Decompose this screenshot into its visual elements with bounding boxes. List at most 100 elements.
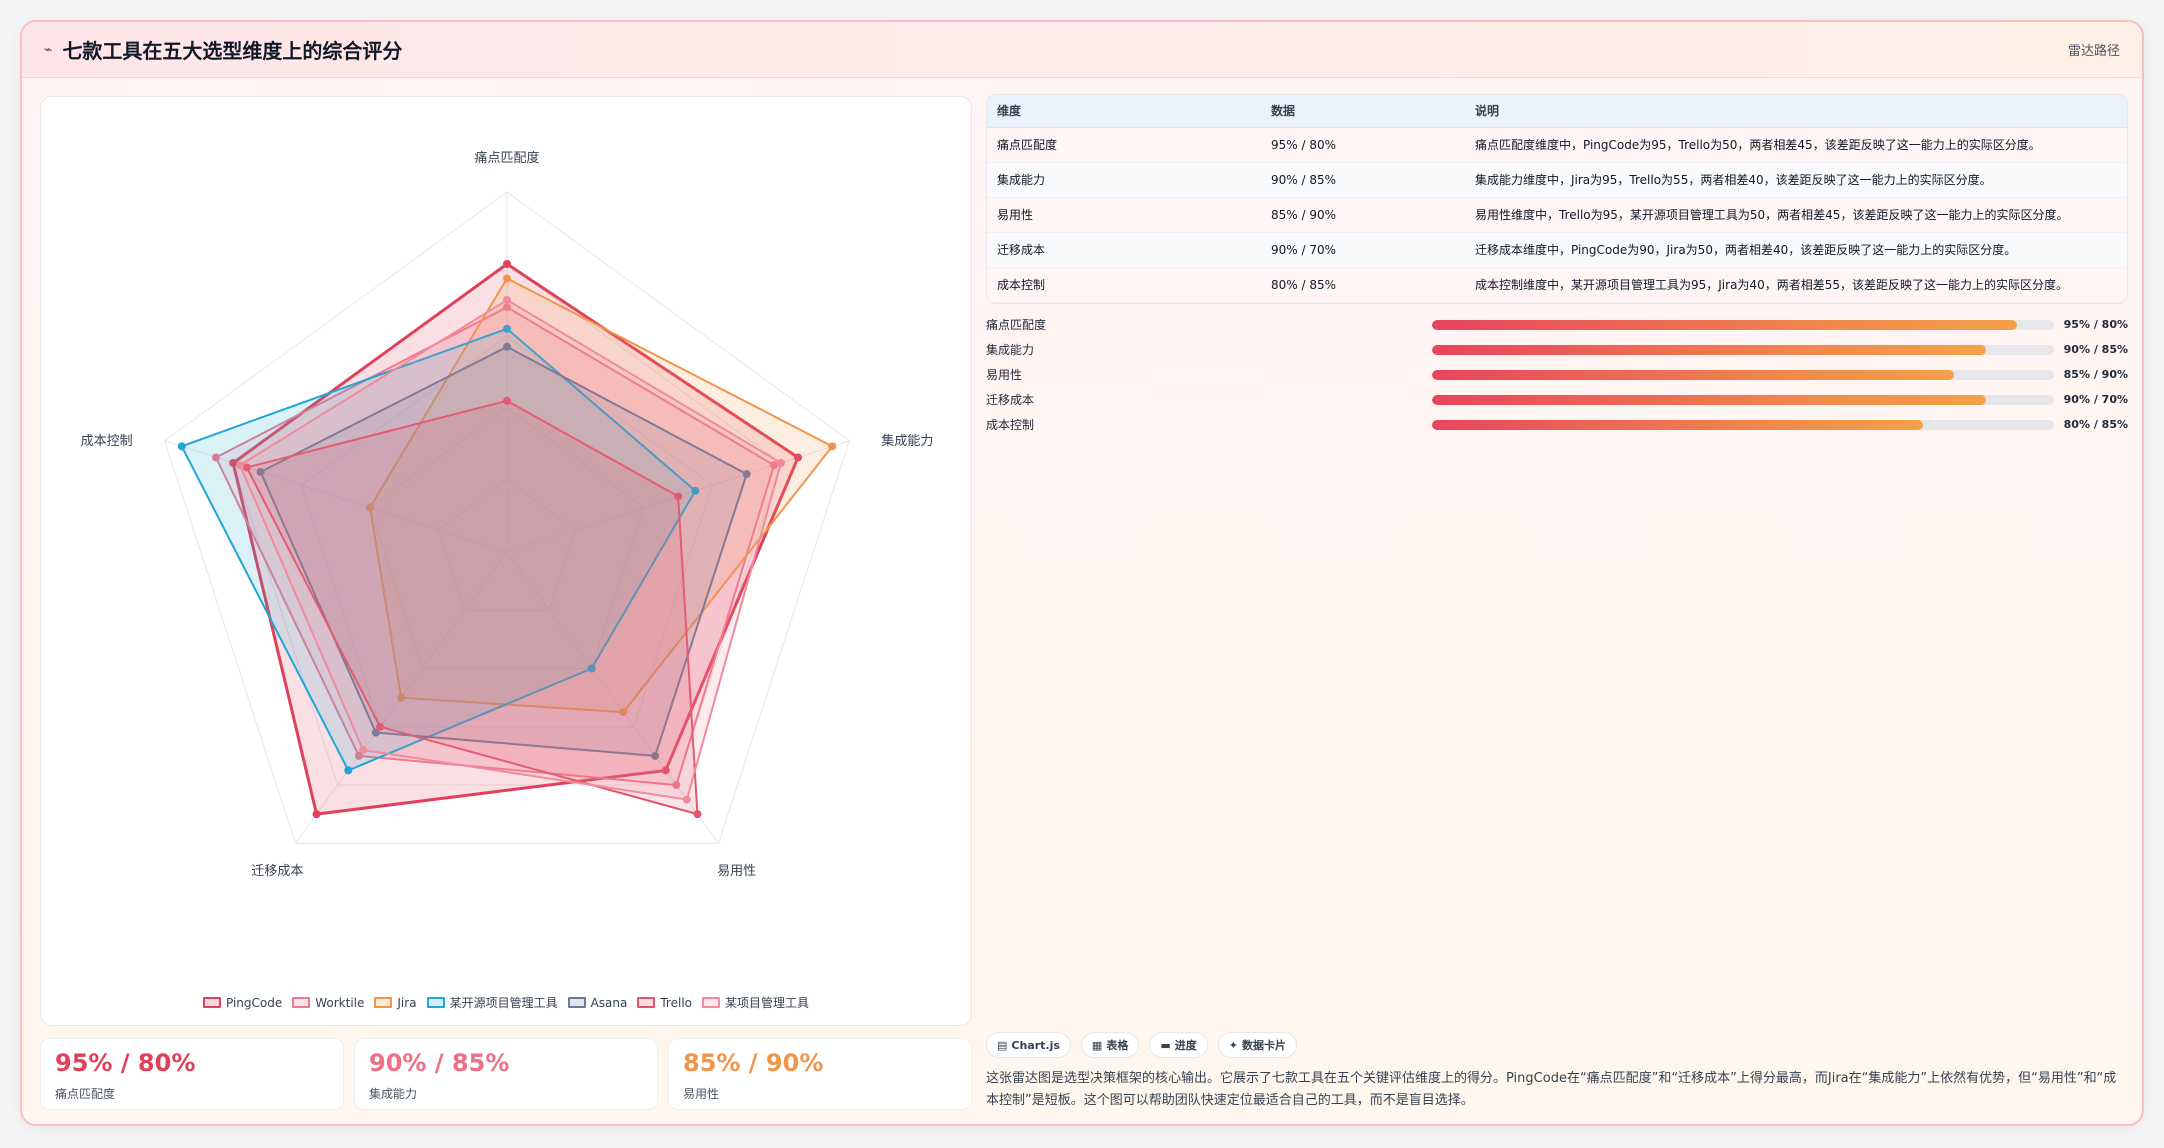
series-area-6	[238, 298, 783, 801]
progress-fill	[1432, 319, 2017, 330]
data-point	[376, 722, 385, 731]
stat-label: 集成能力	[369, 1087, 418, 1101]
progress-row: 痛点匹配度 95% / 80%	[986, 312, 2128, 337]
data-point	[742, 470, 751, 479]
legend-item[interactable]: Asana	[567, 994, 627, 1011]
card-header: ⌁ 七款工具在五大选型维度上的综合评分 雷达路径	[22, 22, 2142, 78]
legend-label: Worktile	[315, 995, 365, 1010]
progress-row: 易用性 85% / 90%	[986, 362, 2128, 387]
data-point	[397, 693, 406, 702]
stat-label: 易用性	[683, 1087, 720, 1101]
progress-row: 成本控制 80% / 85%	[986, 412, 2128, 437]
table-row: 易用性 85% / 90% 易用性维度中，Trello为95，某开源项目管理工具…	[987, 197, 2127, 233]
summary-text: 这张雷达图是选型决策框架的核心输出。它展示了七款工具在五个关键评估维度上的得分。…	[986, 1071, 2117, 1108]
progress-value: 95% / 80%	[2063, 318, 2128, 331]
legend-swatch	[202, 997, 221, 1008]
chip-table[interactable]: ▦ 表格	[1080, 1032, 1140, 1058]
progress-label: 易用性	[986, 368, 1023, 382]
data-point	[503, 303, 511, 312]
progress-label: 集成能力	[986, 343, 1035, 357]
data-point	[229, 459, 238, 468]
grid-spoke	[506, 551, 720, 844]
data-point	[776, 459, 785, 468]
radar-chart-panel: 痛点匹配度 集成能力 易用性 迁移成本 成本控制 PingCode Worktile Jir…	[40, 96, 972, 1026]
data-point	[366, 503, 375, 512]
chip-chartjs[interactable]: ▤ Chart.js	[986, 1032, 1071, 1058]
legend-item[interactable]: Jira	[374, 994, 417, 1011]
progress-fill	[1432, 344, 1986, 355]
data-point	[828, 442, 837, 451]
legend-swatch	[702, 997, 720, 1008]
chip-progress[interactable]: ▬ 进度	[1149, 1032, 1208, 1058]
axis-label: 易用性	[717, 864, 756, 879]
grid-ring	[164, 191, 850, 844]
axis-label: 痛点匹配度	[474, 150, 539, 166]
chip-label: 进度	[1174, 1039, 1197, 1052]
chart-icon: ▤	[997, 1038, 1008, 1052]
table-cell: 迁移成本	[987, 232, 1261, 268]
table-header-row: 维度 数据 说明	[987, 95, 2127, 128]
table-cell: 95% / 80%	[1261, 127, 1465, 163]
chip-data-card[interactable]: ✦ 数据卡片	[1217, 1032, 1297, 1058]
data-table: 维度 数据 说明 痛点匹配度 95% / 80% 痛点匹配度维度中，PingCo…	[986, 94, 2128, 304]
legend-label: 某项目管理工具	[725, 996, 810, 1010]
progress-track	[1432, 369, 2054, 380]
data-point	[503, 260, 511, 268]
legend-label: 某开源项目管理工具	[449, 996, 558, 1010]
data-point	[211, 453, 220, 462]
legend-label: Jira	[397, 995, 417, 1010]
progress-track	[1432, 394, 2054, 405]
stat-card-usability: 85% / 90% 易用性	[668, 1038, 972, 1110]
progress-bars: 痛点匹配度 95% / 80% 集成能力 90% / 85% 易用性 85% /…	[986, 312, 2128, 437]
chip-label: Chart.js	[1011, 1038, 1060, 1052]
data-point	[587, 664, 596, 673]
legend-item[interactable]: 某开源项目管理工具	[426, 994, 558, 1011]
table-cell: 易用性	[987, 197, 1261, 233]
data-point	[651, 751, 660, 760]
data-point	[371, 728, 380, 737]
chip-label: 表格	[1106, 1039, 1129, 1052]
table-cell: 85% / 90%	[1261, 197, 1465, 233]
legend-item[interactable]: Trello	[637, 994, 692, 1011]
data-point	[674, 492, 683, 501]
series-area-4	[259, 345, 748, 757]
data-point	[619, 708, 628, 717]
data-point	[503, 296, 511, 304]
table-cell: 90% / 85%	[1261, 162, 1465, 198]
data-point	[344, 766, 353, 775]
progress-label: 成本控制	[986, 418, 1035, 432]
progress-fill	[1432, 369, 1955, 380]
data-point	[359, 746, 368, 755]
data-point	[312, 810, 321, 819]
progress-value: 85% / 90%	[2063, 368, 2128, 381]
stat-value: 85% / 90%	[683, 1049, 824, 1077]
data-point	[503, 396, 511, 405]
legend-item[interactable]: Worktile	[292, 994, 364, 1011]
tech-chips: ▤ Chart.js ▦ 表格 ▬ 进度 ✦ 数据卡片	[986, 1032, 1297, 1058]
progress-track	[1432, 319, 2054, 330]
data-point	[794, 453, 803, 462]
progress-icon: ▬	[1160, 1038, 1171, 1052]
progress-row: 集成能力 90% / 85%	[986, 337, 2128, 362]
series-area-3	[180, 327, 697, 772]
legend-label: Trello	[660, 995, 692, 1010]
data-point	[691, 486, 700, 495]
legend-item[interactable]: PingCode	[202, 994, 282, 1011]
progress-track	[1432, 419, 2054, 430]
legend-swatch	[374, 997, 393, 1008]
stat-value: 95% / 80%	[55, 1049, 196, 1077]
data-point	[242, 463, 251, 472]
report-card: ⌁ 七款工具在五大选型维度上的综合评分 雷达路径 痛点匹配度 集成能力 易用性 迁移成…	[20, 20, 2144, 1126]
data-point	[235, 461, 244, 470]
stat-card-pain-point: 95% / 80% 痛点匹配度	[40, 1038, 344, 1110]
progress-value: 80% / 85%	[2063, 418, 2128, 431]
grid-ring	[437, 479, 577, 611]
legend-item[interactable]: 某项目管理工具	[702, 994, 809, 1011]
series-area-1	[214, 306, 776, 787]
data-point	[503, 274, 511, 283]
stat-value: 90% / 85%	[369, 1049, 510, 1077]
data-point	[672, 780, 681, 789]
axis-label: 迁移成本	[251, 864, 303, 879]
table-cell: 迁移成本维度中，PingCode为90，Jira为50，两者相差40，该差距反映…	[1465, 232, 2127, 268]
